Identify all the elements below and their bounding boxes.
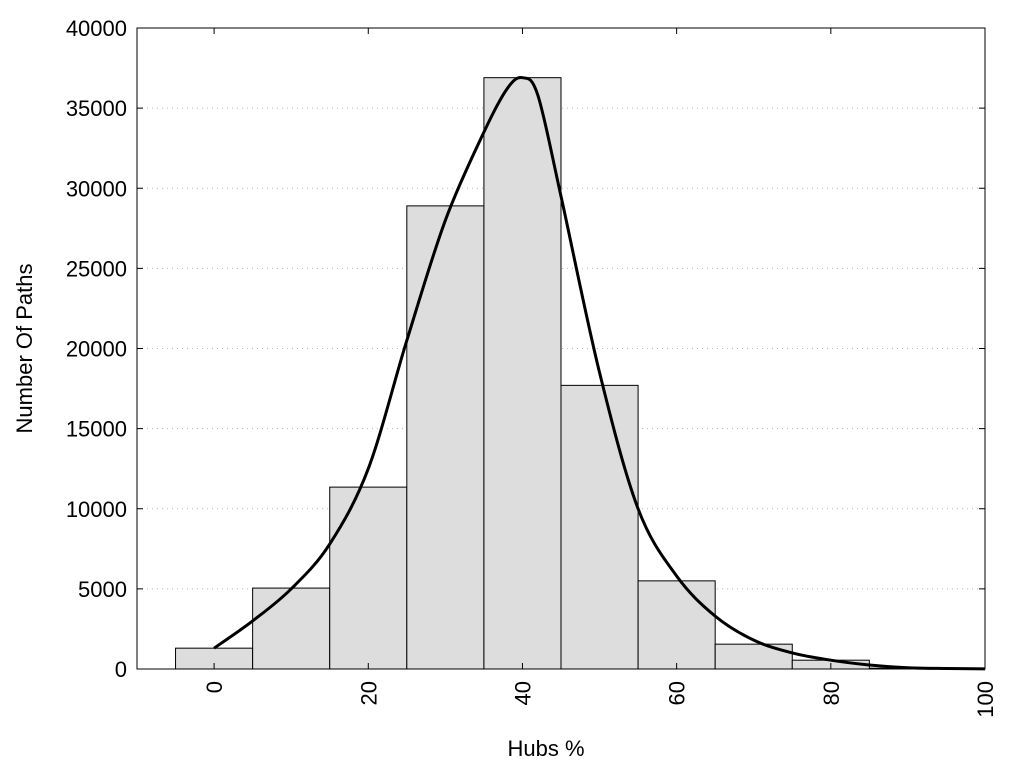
- y-tick-label: 15000: [66, 417, 127, 442]
- bar-20: [329, 486, 408, 670]
- bar-50: [560, 384, 639, 670]
- bar-40: [483, 77, 562, 670]
- y-axis-label: Number Of Paths: [12, 264, 37, 434]
- x-tick-label: 100: [973, 681, 998, 718]
- bar-30: [406, 205, 485, 670]
- y-tick-label: 0: [115, 657, 127, 682]
- x-tick-label: 60: [665, 681, 690, 705]
- y-tick-label: 40000: [66, 16, 127, 41]
- x-tick-label: 0: [202, 681, 227, 693]
- histogram-bars: [175, 77, 947, 670]
- y-tick-label: 5000: [78, 577, 127, 602]
- y-tick-label: 20000: [66, 337, 127, 362]
- bar-60: [637, 580, 716, 670]
- x-axis-label: Hubs %: [507, 736, 584, 761]
- y-tick-label: 10000: [66, 497, 127, 522]
- bar-70: [714, 643, 793, 670]
- y-axis-ticks: 0 5000 10000 15000 20000 25000 30000 35000 40000: [66, 16, 985, 682]
- x-tick-label: 20: [356, 681, 381, 705]
- y-tick-label: 25000: [66, 256, 127, 281]
- bar-10: [252, 587, 331, 670]
- x-axis-ticks: 0 20 40 60 80 100: [202, 28, 998, 718]
- y-tick-label: 30000: [66, 176, 127, 201]
- y-tick-label: 35000: [66, 96, 127, 121]
- x-tick-label: 80: [819, 681, 844, 705]
- x-tick-label: 40: [510, 681, 535, 705]
- density-curve: [213, 75, 986, 671]
